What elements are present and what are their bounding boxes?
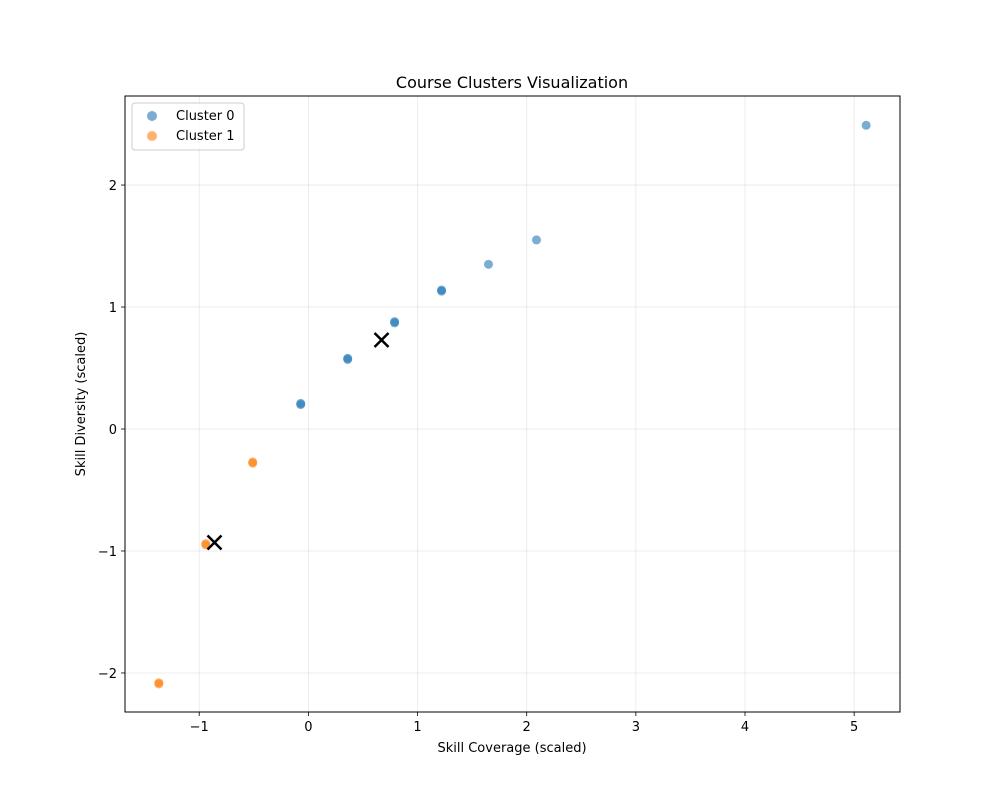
x-tick-label: 5: [850, 720, 858, 735]
legend-box: [131, 102, 245, 151]
y-tick-label: −1: [98, 545, 117, 560]
legend-label-cluster-1: Cluster 1: [176, 129, 235, 144]
centroid-marker: [206, 534, 223, 551]
cluster-0-point: [861, 120, 871, 130]
legend-label-cluster-0: Cluster 0: [176, 109, 235, 124]
x-axis-label: Skill Coverage (scaled): [437, 741, 586, 756]
x-tick-label: 4: [741, 720, 749, 735]
x-tick-label: 2: [523, 720, 531, 735]
legend-marker-cluster-0: [147, 111, 157, 121]
cluster-0-point: [296, 398, 306, 408]
y-tick-label: 0: [109, 423, 117, 438]
x-tick-label: 1: [413, 720, 421, 735]
x-tick-label: 3: [632, 720, 640, 735]
centroids: [206, 332, 390, 551]
data-points: [154, 120, 871, 689]
y-axis-label: Skill Diversity (scaled): [74, 332, 89, 477]
cluster-0-point: [437, 285, 447, 295]
y-tick-label: 1: [109, 301, 117, 316]
cluster-1-point: [154, 679, 164, 689]
chart-title: Course Clusters Visualization: [396, 73, 628, 92]
legend-marker-cluster-1: [147, 131, 157, 141]
y-tick-label: −2: [98, 667, 117, 682]
y-tick-label: 2: [109, 179, 117, 194]
cluster-1-point: [201, 540, 211, 550]
cluster-0-point: [532, 235, 542, 245]
legend: Cluster 0 Cluster 1: [131, 102, 245, 151]
plot-frame: [124, 95, 901, 713]
grid: [125, 96, 900, 712]
cluster-0-point: [390, 317, 400, 327]
cluster-0-point: [343, 353, 353, 363]
cluster-1-point: [248, 458, 258, 468]
axis-ticks: −1 0 1 2 3 4 5 −2 −1 0 1 2: [98, 179, 858, 735]
centroid-marker: [373, 332, 390, 348]
cluster-0-point: [483, 259, 493, 269]
x-tick-label: −1: [190, 720, 209, 735]
x-tick-label: 0: [304, 720, 312, 735]
